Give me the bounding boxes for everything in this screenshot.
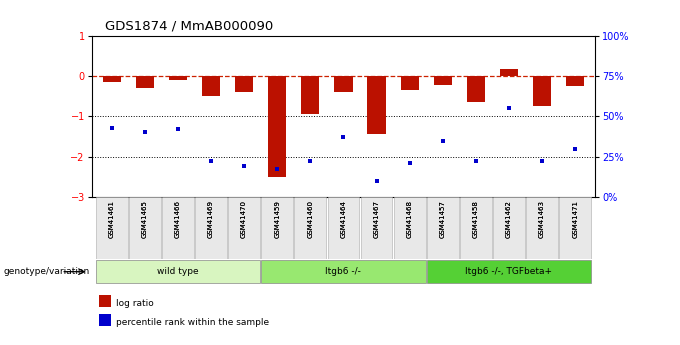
Bar	[96, 260, 260, 283]
Bar	[559, 197, 591, 259]
Text: log ratio: log ratio	[116, 299, 154, 308]
Text: percentile rank within the sample: percentile rank within the sample	[116, 318, 269, 327]
Text: GSM41458: GSM41458	[473, 200, 479, 238]
Bar	[493, 197, 525, 259]
Bar	[460, 197, 492, 259]
Text: GSM41464: GSM41464	[341, 200, 346, 238]
Text: GSM41468: GSM41468	[407, 200, 413, 238]
Text: GSM41468: GSM41468	[407, 200, 413, 238]
Bar	[268, 76, 286, 177]
Bar	[261, 260, 426, 283]
Bar	[367, 76, 386, 135]
Bar	[96, 197, 128, 259]
Bar	[103, 76, 121, 82]
Text: GSM41471: GSM41471	[572, 200, 578, 238]
Text: GSM41460: GSM41460	[307, 200, 313, 238]
Bar	[129, 197, 160, 259]
Bar	[202, 76, 220, 96]
Text: GSM41467: GSM41467	[373, 200, 379, 238]
Bar	[195, 197, 227, 259]
Bar	[360, 197, 392, 259]
Bar	[466, 76, 485, 102]
Text: Itgb6 -/-: Itgb6 -/-	[326, 267, 361, 276]
Text: GSM41460: GSM41460	[307, 200, 313, 238]
Bar	[394, 197, 426, 259]
Bar	[434, 76, 452, 85]
Bar	[301, 76, 320, 115]
Bar	[401, 76, 419, 90]
Text: GSM41466: GSM41466	[175, 200, 181, 238]
Text: GSM41465: GSM41465	[141, 200, 148, 238]
Text: GDS1874 / MmAB000090: GDS1874 / MmAB000090	[105, 20, 273, 33]
Text: GSM41461: GSM41461	[109, 200, 115, 238]
Text: Itgb6 -/-, TGFbeta+: Itgb6 -/-, TGFbeta+	[465, 267, 552, 276]
Bar	[526, 197, 558, 259]
Bar	[500, 69, 518, 76]
Bar	[169, 76, 187, 80]
Text: GSM41469: GSM41469	[208, 200, 214, 238]
Bar	[162, 197, 194, 259]
Text: wild type: wild type	[157, 267, 199, 276]
Bar	[261, 197, 293, 259]
Text: GSM41458: GSM41458	[473, 200, 479, 238]
Text: GSM41457: GSM41457	[440, 200, 445, 238]
Bar	[328, 197, 359, 259]
Bar	[335, 76, 352, 92]
Bar	[294, 197, 326, 259]
Bar	[427, 260, 591, 283]
Text: GSM41459: GSM41459	[274, 200, 280, 238]
Text: GSM41470: GSM41470	[241, 200, 247, 238]
Text: GSM41466: GSM41466	[175, 200, 181, 238]
Bar	[228, 197, 260, 259]
Text: GSM41469: GSM41469	[208, 200, 214, 238]
Text: GSM41465: GSM41465	[141, 200, 148, 238]
Text: GSM41471: GSM41471	[572, 200, 578, 238]
Text: GSM41470: GSM41470	[241, 200, 247, 238]
Text: genotype/variation: genotype/variation	[3, 267, 90, 276]
Text: GSM41459: GSM41459	[274, 200, 280, 238]
Bar	[235, 76, 253, 91]
Text: GSM41461: GSM41461	[109, 200, 115, 238]
Bar	[533, 76, 551, 106]
Text: GSM41467: GSM41467	[373, 200, 379, 238]
Text: GSM41464: GSM41464	[341, 200, 346, 238]
Text: GSM41463: GSM41463	[539, 200, 545, 238]
Text: GSM41463: GSM41463	[539, 200, 545, 238]
Bar	[427, 197, 458, 259]
Bar	[566, 76, 584, 86]
Text: GSM41457: GSM41457	[440, 200, 445, 238]
Text: GSM41462: GSM41462	[506, 200, 512, 238]
Bar	[136, 76, 154, 88]
Text: GSM41462: GSM41462	[506, 200, 512, 238]
